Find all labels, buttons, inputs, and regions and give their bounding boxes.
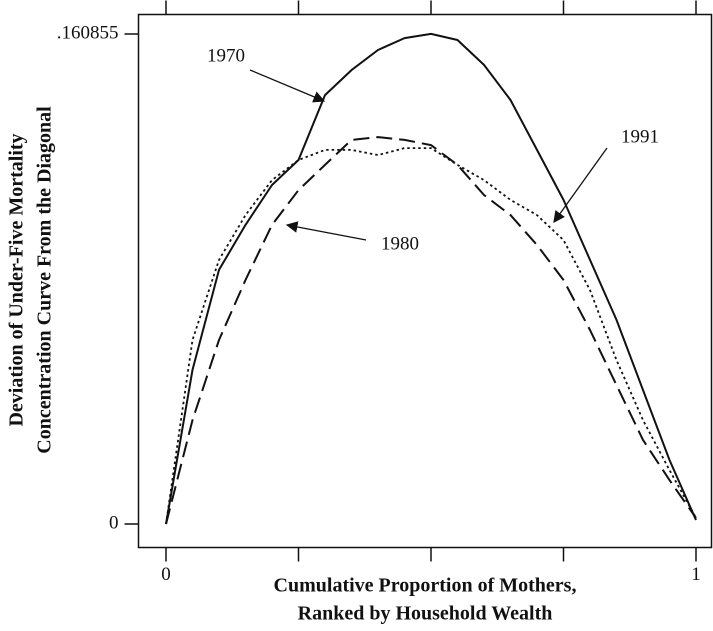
y-axis-title: Concentration Curve From the Diagonal	[34, 106, 56, 454]
annotation-arrow	[553, 147, 608, 223]
series-line	[165, 136, 697, 525]
x-tick-label: 0	[161, 564, 171, 585]
y-tick-label: .160855	[57, 22, 119, 43]
series-line	[165, 32, 697, 525]
y-axis-title: Deviation of Under-Five Mortality	[6, 133, 28, 426]
x-axis-title: Ranked by Household Wealth	[298, 603, 553, 625]
series-label: 1970	[207, 45, 245, 66]
series-line	[165, 147, 697, 525]
series-label: 1991	[621, 126, 659, 147]
series-label: 1980	[381, 233, 419, 254]
plot-frame	[137, 13, 713, 549]
annotation-arrow	[249, 69, 326, 103]
y-tick-label: 0	[109, 512, 119, 533]
annotation-arrow	[285, 221, 367, 241]
x-axis-title: Cumulative Proportion of Mothers,	[274, 575, 577, 597]
x-tick-label: 1	[691, 564, 701, 585]
